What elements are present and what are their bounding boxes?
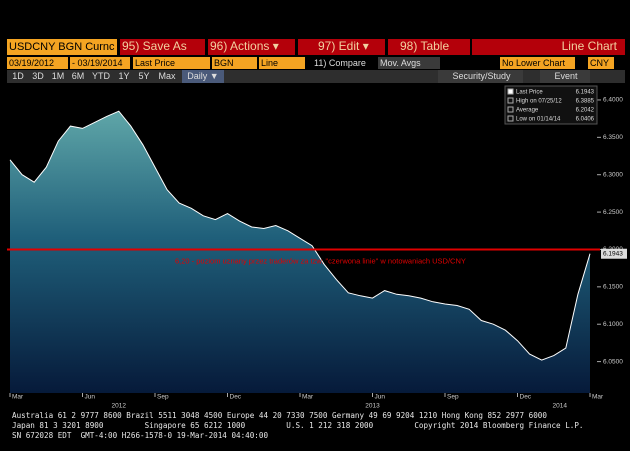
x-tick-label: Mar bbox=[12, 394, 24, 401]
stats-value: 6.2042 bbox=[576, 108, 595, 114]
price-line bbox=[9, 110, 591, 361]
x-tick-label: Jun bbox=[85, 394, 96, 401]
moving-averages[interactable]: Mov. Avgs bbox=[378, 57, 440, 69]
period-button[interactable]: 3D bbox=[32, 71, 44, 81]
compare[interactable]: 11) Compare bbox=[312, 57, 376, 69]
x-tick-label: Mar bbox=[302, 394, 314, 401]
y-tick-label: 6.4000 bbox=[603, 97, 623, 104]
x-tick-label: Dec bbox=[230, 394, 242, 401]
period-button[interactable]: 5Y bbox=[138, 71, 150, 81]
footer-line: SN 672028 EDT GMT-4:00 H266-1578-0 19-Ma… bbox=[12, 431, 269, 440]
lower-chart[interactable]: No Lower Chart bbox=[500, 57, 575, 69]
start-date[interactable]: 03/19/2012 bbox=[7, 57, 68, 69]
annotation: 6,20 - poziom uznany przez traderów za t… bbox=[175, 256, 466, 265]
currency[interactable]: CNY bbox=[588, 57, 614, 69]
y-tick-label: 6.1000 bbox=[603, 321, 623, 328]
toolbar-button[interactable]: 98) Table bbox=[388, 39, 470, 55]
toolbar-button[interactable]: 95) Save As bbox=[120, 39, 205, 55]
stats-value: 6.3885 bbox=[576, 99, 595, 105]
y-tick-label: 6.3500 bbox=[603, 134, 623, 141]
period-button[interactable]: 6M bbox=[71, 71, 85, 81]
stats-value: 6.1943 bbox=[576, 90, 595, 96]
tool-button[interactable]: Security/Study bbox=[438, 70, 523, 83]
view-type: Line Chart bbox=[472, 39, 625, 55]
period-button[interactable]: 1D bbox=[12, 71, 24, 81]
footer-line: Japan 81 3 3201 8900 Singapore 65 6212 1… bbox=[12, 421, 584, 430]
end-date[interactable]: - 03/19/2014 bbox=[70, 57, 130, 69]
last-price-tag bbox=[601, 248, 627, 259]
toolbar-button[interactable]: 97) Edit ▾ bbox=[298, 39, 385, 55]
stats-swatch bbox=[507, 106, 514, 113]
period-button[interactable]: Max bbox=[158, 71, 176, 81]
stats-swatch bbox=[507, 97, 514, 104]
stats-label: Low on 01/14/14 bbox=[516, 117, 561, 123]
stats-box bbox=[504, 85, 598, 125]
footer-line: Australia 61 2 9777 8600 Brazil 5511 304… bbox=[12, 411, 547, 420]
year-label: 2014 bbox=[553, 403, 568, 410]
period-button[interactable]: 1Y bbox=[118, 71, 130, 81]
y-tick-label: 6.0500 bbox=[603, 358, 623, 365]
x-tick-label: Sep bbox=[447, 394, 459, 401]
period-button[interactable]: 1M bbox=[51, 71, 65, 81]
last-price-label: 6.1943 bbox=[603, 250, 623, 257]
period-button[interactable]: YTD bbox=[92, 71, 110, 81]
y-tick-label: 6.1500 bbox=[603, 284, 623, 291]
field[interactable]: Last Price bbox=[133, 57, 210, 69]
stats-value: 6.0406 bbox=[576, 117, 595, 123]
y-tick-label: 6.2500 bbox=[603, 209, 623, 216]
y-tick-label: 6.2000 bbox=[603, 246, 623, 253]
toolbar-button[interactable]: 96) Actions ▾ bbox=[208, 39, 295, 55]
year-label: 2012 bbox=[112, 403, 127, 410]
stats-swatch bbox=[507, 88, 514, 95]
area-fill bbox=[10, 111, 590, 393]
x-tick-label: Sep bbox=[157, 394, 169, 401]
stats-swatch bbox=[507, 115, 514, 122]
x-tick-label: Dec bbox=[520, 394, 532, 401]
period-button[interactable]: Daily ▼ bbox=[182, 70, 224, 83]
y-tick-label: 6.3000 bbox=[603, 171, 623, 178]
chart-style[interactable]: Line bbox=[259, 57, 305, 69]
source[interactable]: BGN bbox=[212, 57, 257, 69]
year-label: 2013 bbox=[365, 403, 380, 410]
security[interactable]: USDCNY BGN Curnc bbox=[7, 39, 117, 55]
stats-label: High on 07/25/12 bbox=[516, 99, 562, 105]
stats-label: Average bbox=[516, 108, 539, 114]
x-tick-label: Jun bbox=[375, 394, 386, 401]
stats-label: Last Price bbox=[516, 90, 543, 96]
x-tick-label: Mar bbox=[592, 394, 604, 401]
plot-area bbox=[7, 85, 600, 393]
tool-button[interactable]: Event bbox=[540, 70, 590, 83]
